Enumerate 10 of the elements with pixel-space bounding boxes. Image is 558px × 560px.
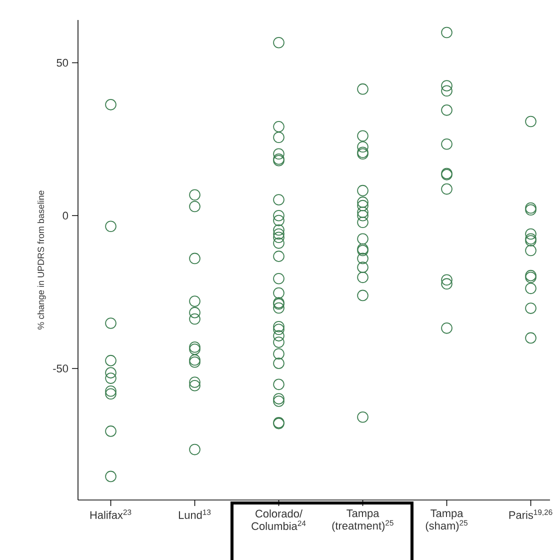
x-tick-label: Colorado/ Columbia$^{24}$: [252, 510, 306, 530]
y-tick-label: 0: [62, 212, 68, 220]
x-tick-label: Lund$^{13}$: [178, 510, 211, 519]
y-axis-title: % change in UPDRS from baseline: [37, 190, 46, 330]
x-tick-label: Halifax$^{23}$: [90, 510, 132, 519]
x-tick-label: Tampa (sham)$^{25}$: [426, 510, 468, 532]
x-tick-label: Tampa (treatment)$^{25}$: [332, 510, 394, 532]
y-tick-label: -50: [53, 364, 68, 372]
x-tick-label: Paris$^{19,26}$: [509, 510, 552, 519]
y-tick-label: 50: [56, 58, 68, 67]
